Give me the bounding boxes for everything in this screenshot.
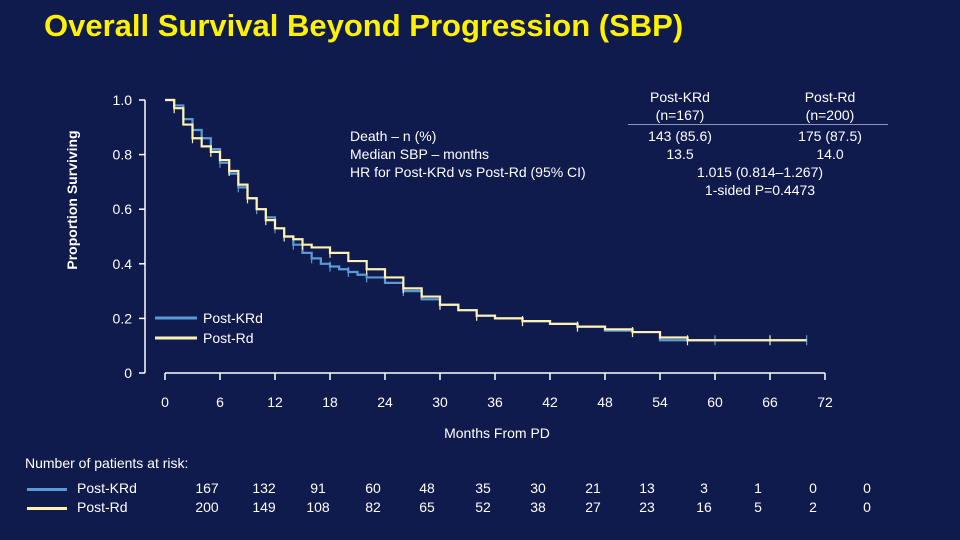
legend-label-post-rd: Post-Rd [203, 330, 254, 346]
header-post-krd-n: (n=167) [655, 107, 705, 123]
risk-count: 23 [639, 499, 655, 515]
x-tick-label: 72 [817, 394, 833, 410]
risk-count: 0 [863, 499, 871, 515]
header-post-krd-name: Post-KRd [650, 89, 710, 105]
x-tick-label: 60 [707, 394, 723, 410]
header-post-krd: Post-KRd (n=167) [640, 88, 720, 124]
risk-count: 5 [754, 499, 762, 515]
death-rd: 175 (87.5) [798, 128, 862, 144]
x-tick-label: 6 [216, 394, 224, 410]
header-post-rd-n: (n=200) [805, 107, 855, 123]
risk-row-name: Post-Rd [77, 499, 128, 515]
x-tick-label: 30 [432, 394, 448, 410]
x-tick-label: 18 [322, 394, 338, 410]
risk-row-name: Post-KRd [77, 480, 137, 496]
risk-count: 200 [195, 499, 219, 515]
death-label: Death – n (%) [350, 128, 437, 144]
risk-count: 16 [696, 499, 712, 515]
hr-value: 1.015 (0.814–1.267) [696, 164, 824, 180]
risk-count: 52 [475, 499, 491, 515]
header-post-rd: Post-Rd (n=200) [790, 88, 870, 124]
stats-post-rd: 175 (87.5) 14.0 [790, 127, 870, 163]
risk-swatch [27, 488, 67, 491]
slide-title: Overall Survival Beyond Progression (SBP… [44, 8, 684, 43]
median-rd: 14.0 [816, 146, 844, 162]
median-label: Median SBP – months [350, 146, 490, 162]
risk-count: 48 [419, 480, 435, 496]
y-tick-label: 0 [124, 365, 132, 381]
x-tick-label: 66 [762, 394, 778, 410]
p-value: 1-sided P=0.4473 [704, 182, 816, 198]
x-axis-label: Months From PD [444, 425, 550, 441]
stats-post-krd: 143 (85.6) 13.5 [640, 127, 720, 163]
y-tick-label: 0.8 [113, 147, 133, 163]
risk-count: 3 [700, 480, 708, 496]
x-tick-label: 48 [597, 394, 613, 410]
risk-count: 167 [195, 480, 219, 496]
risk-count: 13 [639, 480, 655, 496]
y-tick-label: 1.0 [113, 92, 133, 108]
y-axis-label: Proportion Surviving [64, 130, 80, 270]
risk-count: 82 [365, 499, 381, 515]
risk-count: 0 [809, 480, 817, 496]
risk-count: 132 [252, 480, 276, 496]
risk-count: 2 [809, 499, 817, 515]
risk-count: 91 [310, 480, 326, 496]
risk-count: 1 [754, 480, 762, 496]
risk-count: 60 [365, 480, 381, 496]
x-tick-label: 0 [161, 394, 169, 410]
risk-count: 27 [585, 499, 601, 515]
x-tick-label: 42 [542, 394, 558, 410]
y-tick-label: 0.4 [113, 256, 133, 272]
risk-count: 0 [863, 480, 871, 496]
risk-count: 38 [530, 499, 546, 515]
risk-table-title: Number of patients at risk: [25, 455, 189, 471]
risk-swatch [27, 507, 67, 510]
risk-count: 108 [306, 499, 330, 515]
stats-hr: 1.015 (0.814–1.267) 1-sided P=0.4473 [640, 163, 880, 199]
x-tick-label: 36 [487, 394, 503, 410]
death-krd: 143 (85.6) [648, 128, 712, 144]
x-tick-label: 54 [652, 394, 668, 410]
x-tick-label: 12 [267, 394, 283, 410]
header-post-rd-name: Post-Rd [804, 89, 856, 105]
legend-label-post-krd: Post-KRd [203, 310, 263, 326]
y-tick-label: 0.2 [113, 310, 133, 326]
header-divider [628, 124, 888, 125]
risk-count: 65 [419, 499, 435, 515]
stats-labels: Death – n (%) Median SBP – months HR for… [350, 127, 586, 181]
hr-label: HR for Post-KRd vs Post-Rd (95% CI) [350, 164, 586, 180]
risk-count: 21 [585, 480, 601, 496]
risk-count: 149 [252, 499, 276, 515]
risk-count: 35 [475, 480, 491, 496]
y-tick-label: 0.6 [113, 201, 133, 217]
risk-count: 30 [530, 480, 546, 496]
median-krd: 13.5 [666, 146, 694, 162]
x-tick-label: 24 [377, 394, 393, 410]
